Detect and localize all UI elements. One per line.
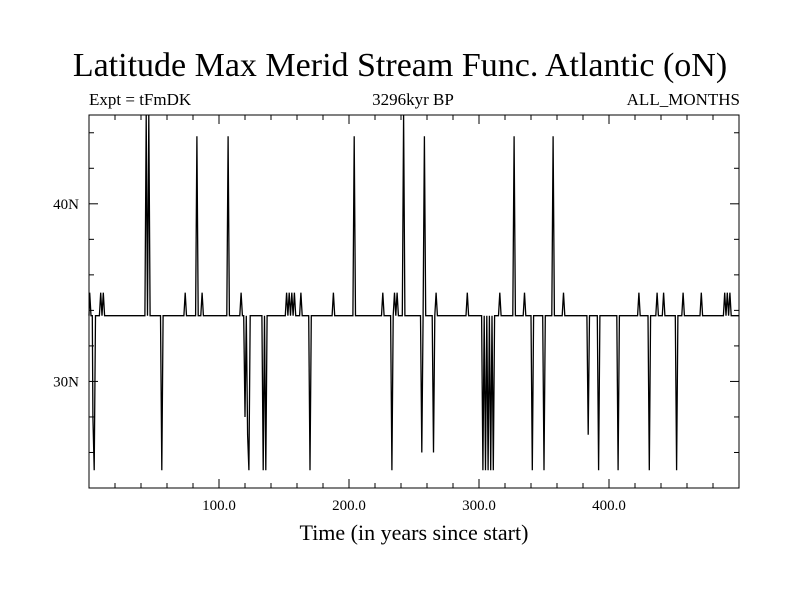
- x-axis-label: Time (in years since start): [299, 520, 529, 545]
- chart-title: Latitude Max Merid Stream Func. Atlantic…: [72, 47, 728, 84]
- experiment-label: Expt = tFmDK: [89, 90, 192, 109]
- period-label: 3296kyr BP: [372, 90, 454, 109]
- x-tick-label: 300.0: [462, 498, 496, 514]
- months-label: ALL_MONTHS: [626, 90, 740, 109]
- series-group: [88, 114, 739, 471]
- series-line: [88, 114, 739, 471]
- y-tick-label: 40N: [53, 197, 79, 213]
- x-tick-label: 200.0: [332, 498, 366, 514]
- axis-ticks: [89, 115, 739, 488]
- x-tick-label: 100.0: [202, 498, 236, 514]
- x-tick-label: 400.0: [592, 498, 626, 514]
- y-tick-label: 30N: [53, 374, 79, 390]
- tick-labels: 100.0 200.0 300.0 400.0 30N 40N: [53, 197, 626, 514]
- plot-frame: [88, 114, 740, 489]
